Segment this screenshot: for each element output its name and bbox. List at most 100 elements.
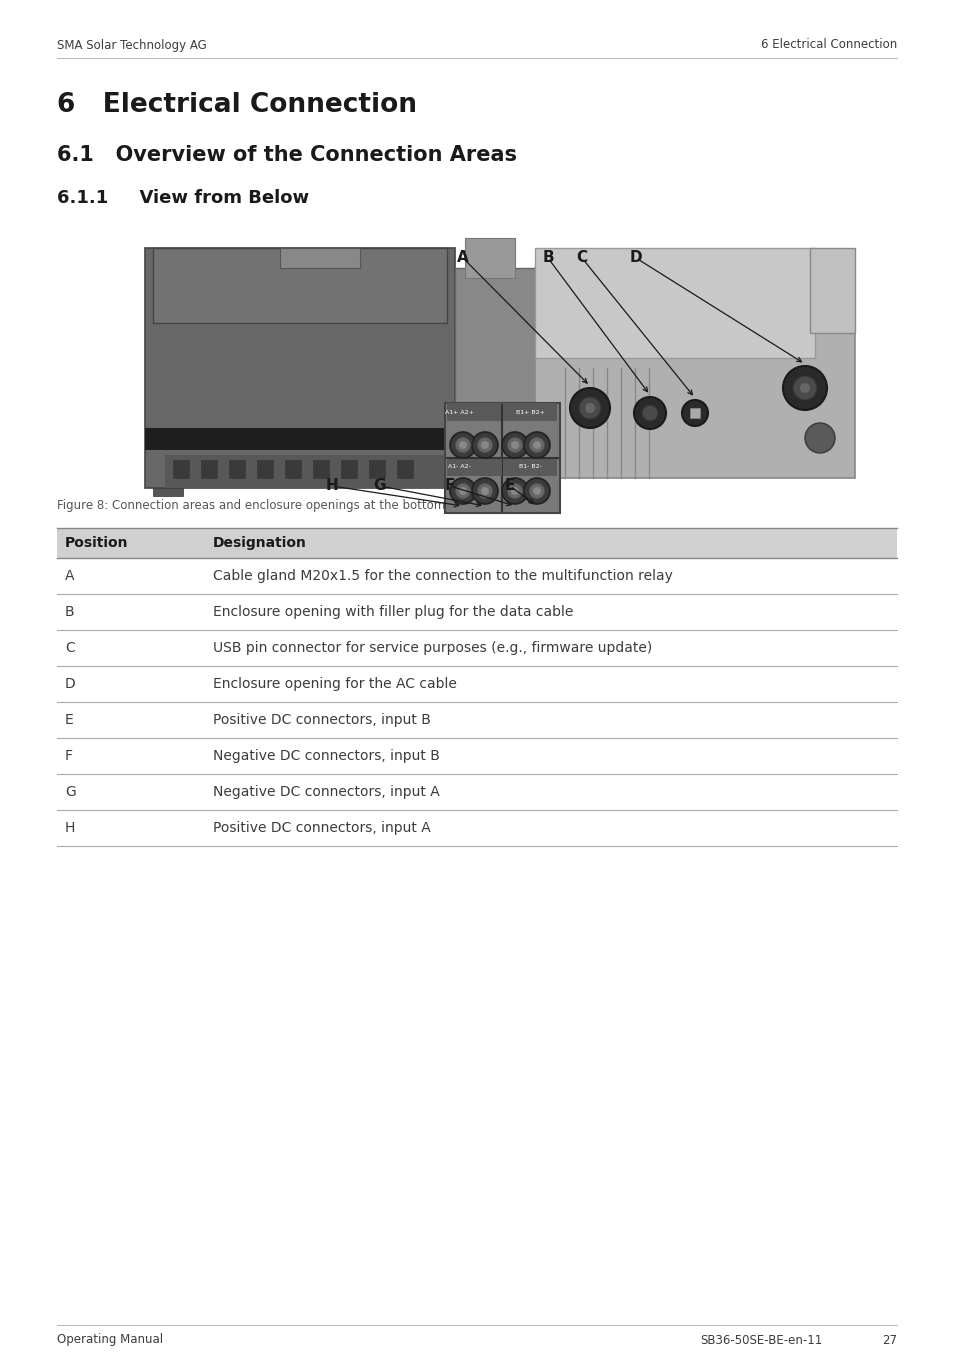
Text: Operating Manual: Operating Manual xyxy=(57,1334,163,1346)
Bar xyxy=(340,460,356,478)
Circle shape xyxy=(480,487,489,496)
Bar xyxy=(165,455,444,487)
Circle shape xyxy=(804,422,834,454)
Circle shape xyxy=(511,487,518,496)
Circle shape xyxy=(681,399,707,427)
Circle shape xyxy=(501,432,527,458)
Text: D: D xyxy=(629,250,641,265)
Bar xyxy=(535,268,854,478)
Bar xyxy=(464,238,515,278)
Circle shape xyxy=(472,478,497,504)
Text: B: B xyxy=(541,250,554,265)
Circle shape xyxy=(529,483,544,500)
Circle shape xyxy=(529,437,544,454)
Bar xyxy=(502,458,557,477)
Text: B1+ B2+: B1+ B2+ xyxy=(515,409,544,414)
Text: H: H xyxy=(65,821,75,835)
Text: D: D xyxy=(65,677,75,691)
Bar xyxy=(280,248,359,268)
Circle shape xyxy=(506,483,522,500)
Bar xyxy=(201,460,216,478)
Bar xyxy=(57,528,896,558)
Circle shape xyxy=(506,437,522,454)
Text: 6 Electrical Connection: 6 Electrical Connection xyxy=(760,38,896,51)
Bar xyxy=(455,268,535,487)
Text: Designation: Designation xyxy=(213,536,307,550)
Text: C: C xyxy=(576,250,587,265)
Text: H: H xyxy=(325,478,338,493)
Circle shape xyxy=(455,483,471,500)
Bar xyxy=(256,460,273,478)
Circle shape xyxy=(634,397,665,429)
Text: A: A xyxy=(456,250,468,265)
Text: A1+ A2+: A1+ A2+ xyxy=(444,409,473,414)
Bar xyxy=(502,403,557,421)
Bar xyxy=(369,460,385,478)
Bar xyxy=(447,458,501,477)
Circle shape xyxy=(472,432,497,458)
Text: Positive DC connectors, input A: Positive DC connectors, input A xyxy=(213,821,431,835)
Circle shape xyxy=(792,376,816,399)
Text: Negative DC connectors, input A: Negative DC connectors, input A xyxy=(213,785,439,799)
Text: B1- B2-: B1- B2- xyxy=(518,464,541,470)
Circle shape xyxy=(533,487,540,496)
Circle shape xyxy=(782,366,826,410)
Circle shape xyxy=(578,397,600,418)
Text: B: B xyxy=(65,605,74,619)
Bar xyxy=(447,403,501,421)
Bar xyxy=(145,248,455,487)
Text: 27: 27 xyxy=(882,1334,896,1346)
Circle shape xyxy=(476,437,493,454)
Bar xyxy=(172,460,189,478)
Text: Positive DC connectors, input B: Positive DC connectors, input B xyxy=(213,714,431,727)
Circle shape xyxy=(641,405,658,421)
Text: F: F xyxy=(65,749,73,764)
Circle shape xyxy=(523,478,550,504)
Text: E: E xyxy=(504,478,515,493)
Circle shape xyxy=(523,432,550,458)
Text: Position: Position xyxy=(65,536,129,550)
Bar xyxy=(313,460,329,478)
Text: Enclosure opening with filler plug for the data cable: Enclosure opening with filler plug for t… xyxy=(213,605,573,619)
Text: G: G xyxy=(65,785,75,799)
Text: A1- A2-: A1- A2- xyxy=(447,464,470,470)
Text: C: C xyxy=(65,640,74,655)
Bar xyxy=(444,403,559,513)
Bar xyxy=(809,248,854,333)
Text: 6.1   Overview of the Connection Areas: 6.1 Overview of the Connection Areas xyxy=(57,145,517,165)
Bar xyxy=(229,460,245,478)
Circle shape xyxy=(569,389,609,428)
Circle shape xyxy=(480,441,489,450)
Circle shape xyxy=(511,441,518,450)
Circle shape xyxy=(458,441,467,450)
Text: Figure 8: Connection areas and enclosure openings at the bottom of the inverter: Figure 8: Connection areas and enclosure… xyxy=(57,498,534,512)
Bar xyxy=(145,428,455,450)
Bar xyxy=(152,248,447,324)
Text: Enclosure opening for the AC cable: Enclosure opening for the AC cable xyxy=(213,677,456,691)
Bar xyxy=(689,408,700,418)
Text: E: E xyxy=(65,714,73,727)
Circle shape xyxy=(458,487,467,496)
Circle shape xyxy=(800,383,809,393)
Text: SMA Solar Technology AG: SMA Solar Technology AG xyxy=(57,38,207,51)
Text: Cable gland M20x1.5 for the connection to the multifunction relay: Cable gland M20x1.5 for the connection t… xyxy=(213,569,672,584)
Text: F: F xyxy=(444,478,455,493)
Text: SB36-50SE-BE-en-11: SB36-50SE-BE-en-11 xyxy=(700,1334,821,1346)
Text: Negative DC connectors, input B: Negative DC connectors, input B xyxy=(213,749,439,764)
Circle shape xyxy=(476,483,493,500)
Text: USB pin connector for service purposes (e.g., firmware update): USB pin connector for service purposes (… xyxy=(213,640,652,655)
Text: A: A xyxy=(65,569,74,584)
Text: 6.1.1     View from Below: 6.1.1 View from Below xyxy=(57,190,309,207)
Circle shape xyxy=(501,478,527,504)
Text: 6   Electrical Connection: 6 Electrical Connection xyxy=(57,92,416,118)
Bar xyxy=(285,460,301,478)
Circle shape xyxy=(533,441,540,450)
Bar xyxy=(152,487,183,496)
Text: G: G xyxy=(374,478,386,493)
Circle shape xyxy=(450,478,476,504)
Circle shape xyxy=(455,437,471,454)
Circle shape xyxy=(584,403,595,413)
Bar xyxy=(535,248,814,357)
Circle shape xyxy=(450,432,476,458)
Bar xyxy=(396,460,413,478)
